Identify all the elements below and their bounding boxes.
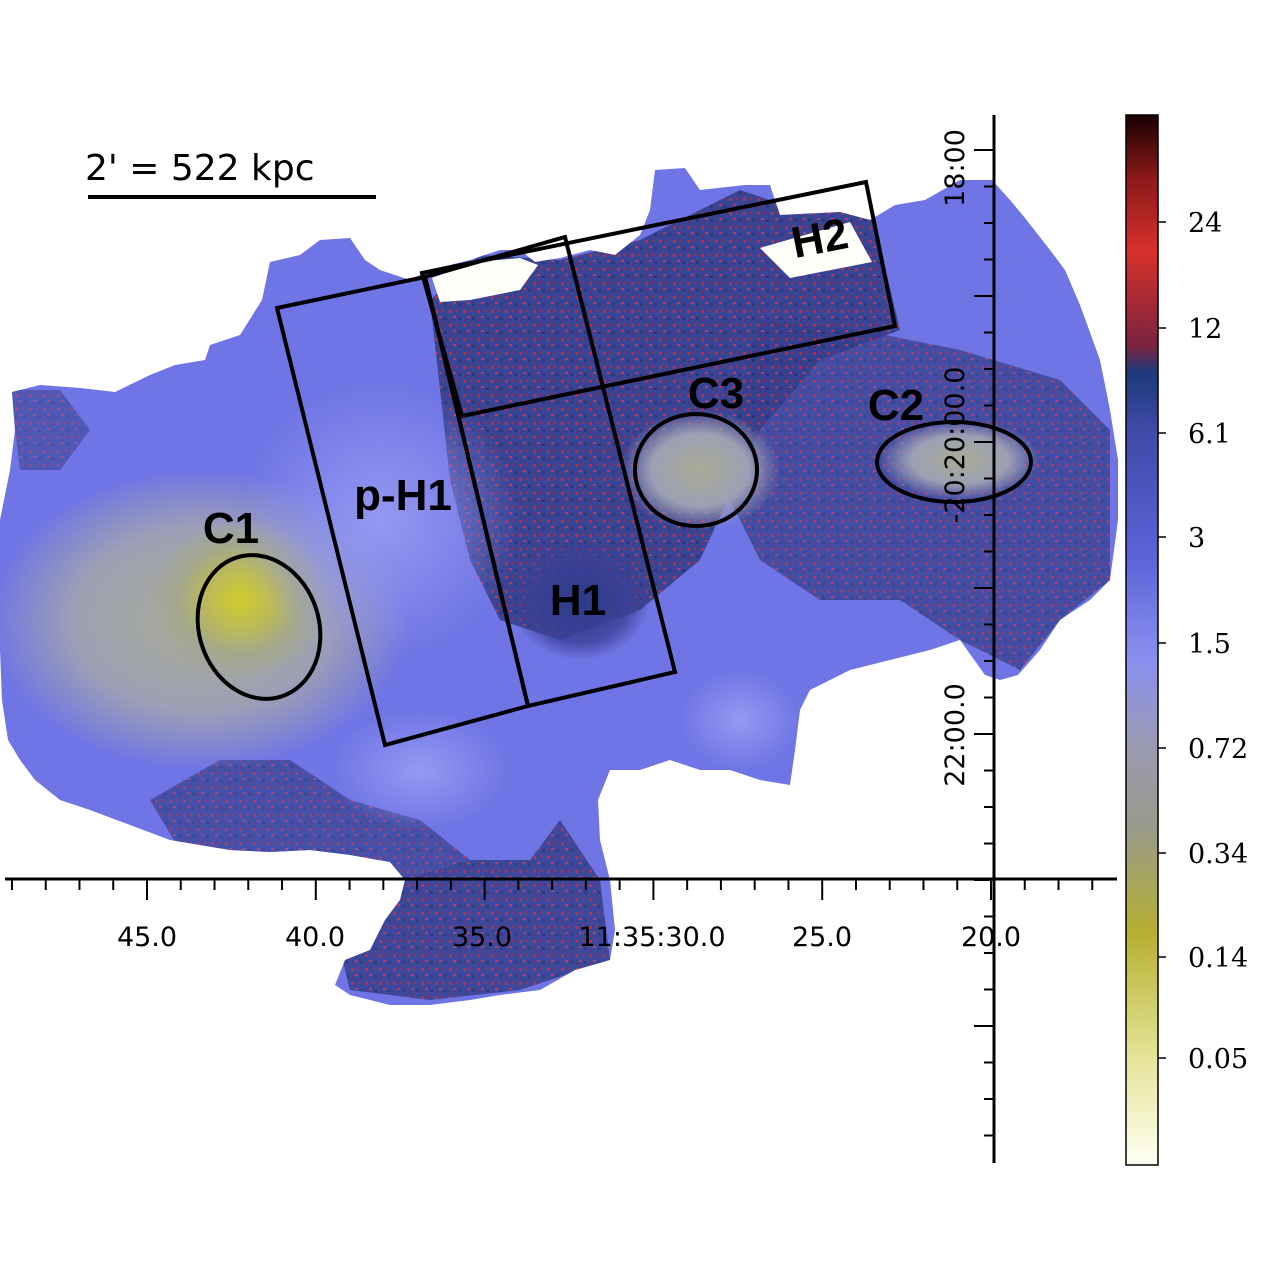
- cool-glow-south: [330, 710, 510, 830]
- colorbar-label-6-1: 6.1: [1188, 419, 1231, 450]
- colorbar-label-12: 12: [1188, 314, 1222, 345]
- cool-glow-c3: [620, 410, 780, 530]
- ra-tick-label-45: 45.0: [117, 922, 177, 953]
- dec-tick-label-22: 22:00.0: [940, 683, 971, 787]
- label-c3: C3: [688, 369, 744, 418]
- hot-region-north: [430, 190, 900, 640]
- region-box-p-h1: [274, 274, 531, 748]
- label-c2: C2: [868, 381, 924, 430]
- scale-bar-label: 2' = 522 kpc: [85, 148, 315, 189]
- region-ellipse-c2: [875, 420, 1033, 504]
- scale-bar: 2' = 522 kpc: [85, 148, 376, 199]
- ra-tick-label-25: 25.0: [792, 922, 852, 953]
- ra-tick-label-20: 20.0: [961, 922, 1021, 953]
- colorbar-label-24: 24: [1188, 208, 1222, 239]
- label-c1: C1: [203, 504, 259, 553]
- ra-axis-ticks: [10, 879, 1094, 900]
- colorbar: 24 12 6.1 3 1.5 0.72 0.34 0.14 0.05: [1125, 114, 1248, 1166]
- temperature-map: [0, 168, 1118, 1005]
- colorbar-label-0-14: 0.14: [1188, 943, 1248, 974]
- ra-axis: 45.0 40.0 35.0 11:35:30.0 25.0 20.0: [5, 877, 1117, 953]
- region-ellipse-c1: [195, 553, 323, 701]
- dec-tick-label-20: -20:20:00.0: [940, 367, 971, 524]
- hot-region-west-edge: [10, 390, 90, 470]
- dec-axis-ticks: [974, 149, 994, 1137]
- ra-tick-label-35: 35.0: [452, 922, 512, 953]
- colorbar-label-0-72: 0.72: [1188, 734, 1248, 765]
- hot-region-southwest: [150, 760, 470, 880]
- colorbar-label-3: 3: [1188, 523, 1205, 554]
- label-p-h1: p-H1: [354, 471, 452, 520]
- cool-glow-c2: [880, 420, 1040, 500]
- dec-axis: 18:00 -20:20:00.0 22:00.0: [940, 115, 996, 1163]
- colorbar-label-0-34: 0.34: [1188, 839, 1248, 870]
- region-labels: C1 p-H1 H1 H2 C3 C2: [203, 209, 924, 625]
- cool-glow-center: [240, 380, 520, 660]
- label-h1: H1: [550, 576, 606, 625]
- hot-region-south: [340, 820, 610, 1000]
- colorbar-gradient: [1125, 114, 1159, 1166]
- dec-tick-label-18: 18:00: [940, 129, 971, 207]
- dark-core-h1: [510, 540, 650, 660]
- colorbar-ticks: [1158, 221, 1166, 1059]
- colorbar-label-0-05: 0.05: [1188, 1044, 1248, 1075]
- region-ellipse-c3: [633, 412, 759, 528]
- ra-tick-label-30: 11:35:30.0: [578, 922, 725, 953]
- colorbar-label-1-5: 1.5: [1188, 629, 1231, 660]
- ra-tick-label-40: 40.0: [285, 922, 345, 953]
- cool-glow-east: [680, 670, 800, 770]
- label-h2: H2: [787, 209, 852, 268]
- no-data-notch-h2: [760, 222, 872, 278]
- region-outlines: [195, 179, 1033, 748]
